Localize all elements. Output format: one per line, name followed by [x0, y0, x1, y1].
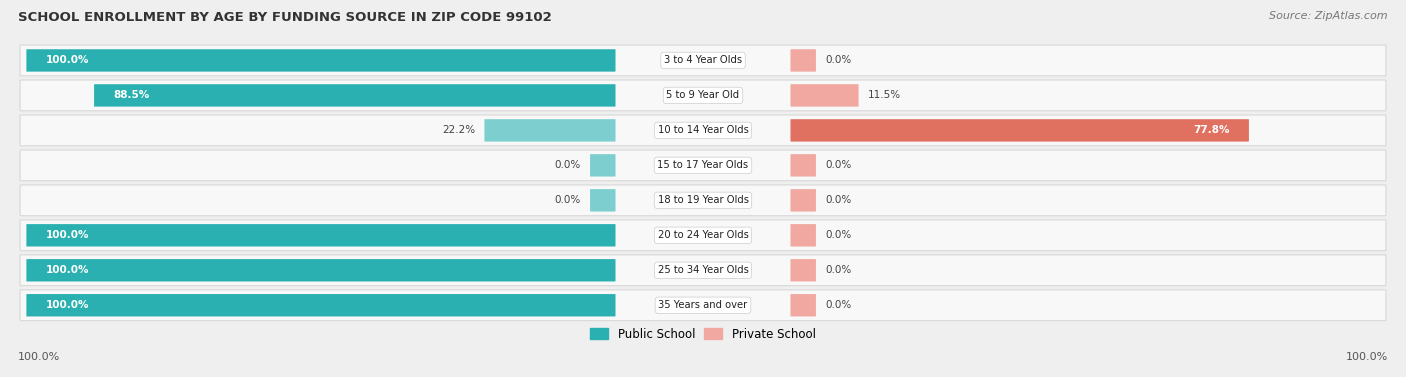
FancyBboxPatch shape — [20, 290, 1386, 321]
Text: 100.0%: 100.0% — [45, 230, 89, 240]
Text: 0.0%: 0.0% — [825, 265, 852, 275]
FancyBboxPatch shape — [20, 80, 1386, 111]
Text: 0.0%: 0.0% — [825, 195, 852, 205]
Text: 0.0%: 0.0% — [825, 230, 852, 240]
FancyBboxPatch shape — [20, 220, 1386, 251]
Text: 100.0%: 100.0% — [45, 300, 89, 310]
Text: 18 to 19 Year Olds: 18 to 19 Year Olds — [658, 195, 748, 205]
FancyBboxPatch shape — [790, 224, 815, 247]
FancyBboxPatch shape — [20, 45, 1386, 76]
FancyBboxPatch shape — [591, 189, 616, 211]
Text: 100.0%: 100.0% — [45, 55, 89, 66]
FancyBboxPatch shape — [27, 294, 616, 316]
FancyBboxPatch shape — [790, 84, 859, 107]
Text: Source: ZipAtlas.com: Source: ZipAtlas.com — [1270, 11, 1388, 21]
FancyBboxPatch shape — [790, 259, 815, 282]
Text: 100.0%: 100.0% — [45, 265, 89, 275]
Text: 5 to 9 Year Old: 5 to 9 Year Old — [666, 90, 740, 100]
Text: 11.5%: 11.5% — [868, 90, 901, 100]
Text: 0.0%: 0.0% — [825, 160, 852, 170]
FancyBboxPatch shape — [790, 154, 815, 176]
FancyBboxPatch shape — [790, 119, 1249, 142]
Text: 100.0%: 100.0% — [1346, 352, 1388, 362]
FancyBboxPatch shape — [790, 49, 815, 72]
FancyBboxPatch shape — [20, 115, 1386, 146]
Text: 25 to 34 Year Olds: 25 to 34 Year Olds — [658, 265, 748, 275]
Text: 0.0%: 0.0% — [554, 160, 581, 170]
FancyBboxPatch shape — [27, 49, 616, 72]
Text: 100.0%: 100.0% — [18, 352, 60, 362]
Text: 20 to 24 Year Olds: 20 to 24 Year Olds — [658, 230, 748, 240]
FancyBboxPatch shape — [591, 154, 616, 176]
FancyBboxPatch shape — [485, 119, 616, 142]
Text: SCHOOL ENROLLMENT BY AGE BY FUNDING SOURCE IN ZIP CODE 99102: SCHOOL ENROLLMENT BY AGE BY FUNDING SOUR… — [18, 11, 553, 24]
FancyBboxPatch shape — [790, 294, 815, 316]
Text: 0.0%: 0.0% — [825, 300, 852, 310]
Text: 15 to 17 Year Olds: 15 to 17 Year Olds — [658, 160, 748, 170]
FancyBboxPatch shape — [27, 259, 616, 282]
Text: 22.2%: 22.2% — [441, 126, 475, 135]
FancyBboxPatch shape — [20, 150, 1386, 181]
Text: 10 to 14 Year Olds: 10 to 14 Year Olds — [658, 126, 748, 135]
FancyBboxPatch shape — [790, 189, 815, 211]
Text: 0.0%: 0.0% — [825, 55, 852, 66]
FancyBboxPatch shape — [20, 255, 1386, 286]
FancyBboxPatch shape — [20, 185, 1386, 216]
Text: 77.8%: 77.8% — [1194, 126, 1230, 135]
Text: 35 Years and over: 35 Years and over — [658, 300, 748, 310]
Text: 88.5%: 88.5% — [112, 90, 149, 100]
Text: 3 to 4 Year Olds: 3 to 4 Year Olds — [664, 55, 742, 66]
Legend: Public School, Private School: Public School, Private School — [586, 323, 820, 345]
FancyBboxPatch shape — [27, 224, 616, 247]
FancyBboxPatch shape — [94, 84, 616, 107]
Text: 0.0%: 0.0% — [554, 195, 581, 205]
